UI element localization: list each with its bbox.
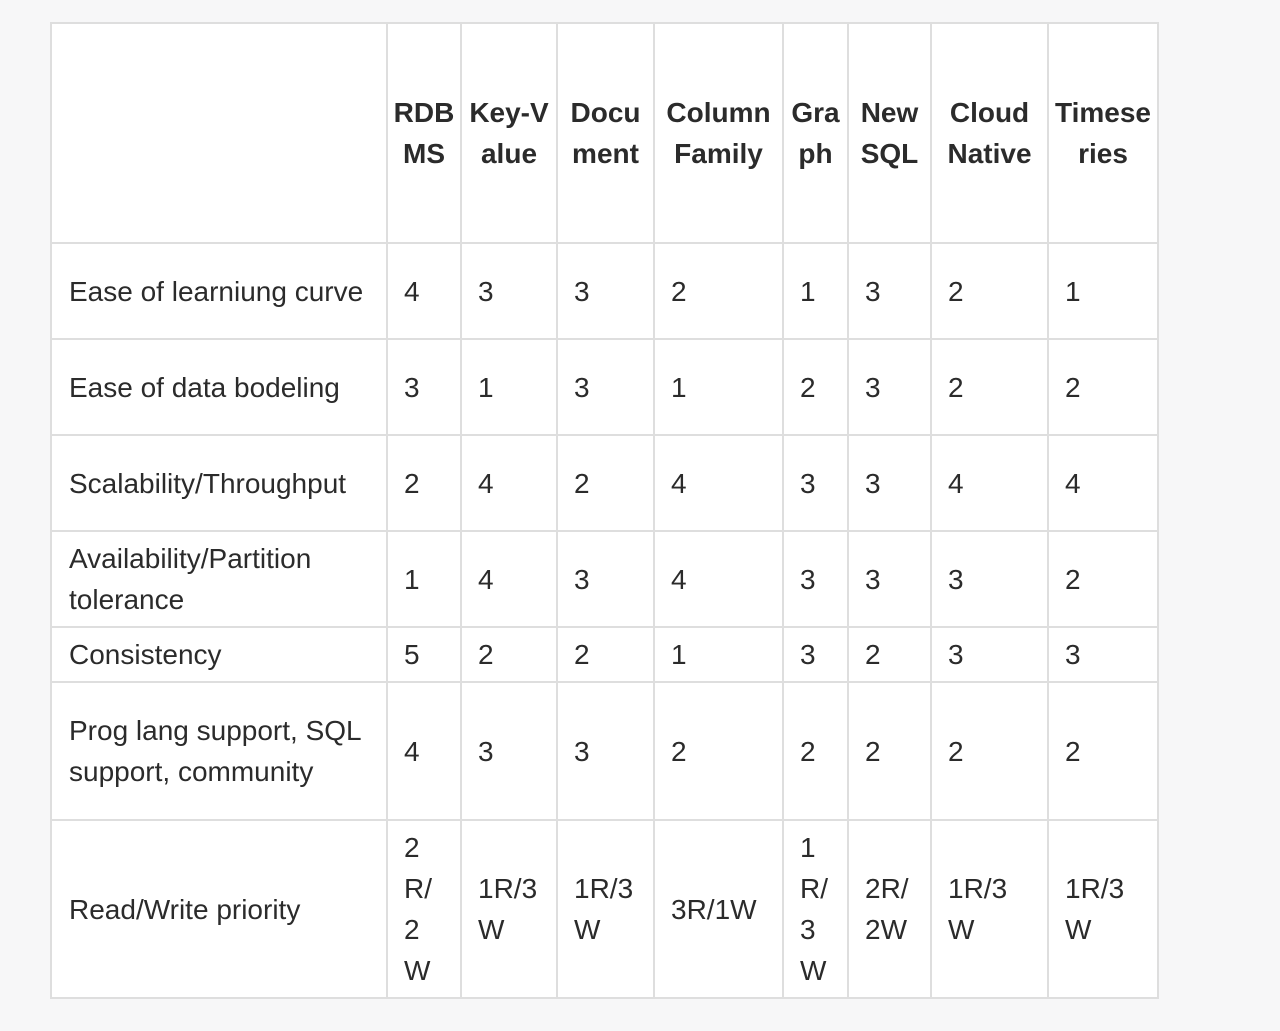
table-cell: 3 (847, 338, 932, 436)
table-row: Prog lang support, SQL support, communit… (50, 681, 1159, 821)
table-cell: 3 (782, 434, 849, 532)
column-header-newsql: NewSQL (847, 22, 932, 244)
table-cell: 2 (782, 338, 849, 436)
row-header-availability: Availability/Partition tolerance (50, 530, 388, 628)
table-cell: 2 (782, 681, 849, 821)
table-cell: 1 (653, 626, 784, 683)
table-row: Read/Write priority 2R/2W 1R/3W 1R/3W 3R… (50, 819, 1159, 999)
column-header-cloud-native: Cloud Native (930, 22, 1049, 244)
table-cell: 1 (1047, 242, 1159, 340)
table-cell: 2 (1047, 681, 1159, 821)
table-cell: 3 (556, 530, 655, 628)
row-header-read-write-priority: Read/Write priority (50, 819, 388, 999)
table-cell: 3 (1047, 626, 1159, 683)
table-cell: 4 (653, 434, 784, 532)
column-header-key-value: Key-Value (460, 22, 558, 244)
table-row: Consistency 5 2 2 1 3 2 3 3 (50, 626, 1159, 683)
row-header-consistency: Consistency (50, 626, 388, 683)
table-cell: 4 (460, 434, 558, 532)
table-cell: 2 (930, 338, 1049, 436)
header-corner-cell (50, 22, 388, 244)
table-cell: 2 (847, 626, 932, 683)
table-cell: 5 (386, 626, 462, 683)
table-cell: 4 (1047, 434, 1159, 532)
table-cell: 3 (460, 242, 558, 340)
table-cell: 3 (847, 530, 932, 628)
table-cell: 3 (460, 681, 558, 821)
table-cell: 1 (460, 338, 558, 436)
table-cell: 2 (930, 681, 1049, 821)
table-cell: 4 (930, 434, 1049, 532)
table-cell: 2 (653, 681, 784, 821)
table-cell: 1R/3W (460, 819, 558, 999)
table-cell: 3 (556, 338, 655, 436)
column-header-rdbms: RDBMS (386, 22, 462, 244)
table-cell: 2 (556, 434, 655, 532)
table-cell: 3 (556, 681, 655, 821)
table-cell: 1 (653, 338, 784, 436)
header-row: RDBMS Key-Value Document Column Family G… (50, 22, 1159, 244)
column-header-column-family: Column Family (653, 22, 784, 244)
table-cell: 2R/2W (847, 819, 932, 999)
table-cell: 3 (847, 242, 932, 340)
table-cell: 2 (653, 242, 784, 340)
table-cell: 3R/1W (653, 819, 784, 999)
comparison-table: RDBMS Key-Value Document Column Family G… (50, 22, 1159, 999)
table-cell: 4 (653, 530, 784, 628)
table-cell: 4 (386, 681, 462, 821)
table-row: Availability/Partition tolerance 1 4 3 4… (50, 530, 1159, 628)
table-cell: 3 (386, 338, 462, 436)
table-row: Ease of data bodeling 3 1 3 1 2 3 2 2 (50, 338, 1159, 436)
column-header-document: Document (556, 22, 655, 244)
table-cell: 4 (460, 530, 558, 628)
table-cell: 3 (930, 626, 1049, 683)
table-cell: 2 (460, 626, 558, 683)
table-cell: 3 (847, 434, 932, 532)
table-cell: 3 (782, 626, 849, 683)
table-cell: 3 (782, 530, 849, 628)
table-row: Ease of learniung curve 4 3 3 2 1 3 2 1 (50, 242, 1159, 340)
table-cell: 2 (1047, 338, 1159, 436)
table-cell: 2 (386, 434, 462, 532)
table-cell: 2 (556, 626, 655, 683)
table-cell: 1R/3W (1047, 819, 1159, 999)
table-cell: 1R/3W (930, 819, 1049, 999)
table-cell: 4 (386, 242, 462, 340)
table-cell: 2 (847, 681, 932, 821)
table-cell: 1R/3W (782, 819, 849, 999)
row-header-learning-curve: Ease of learniung curve (50, 242, 388, 340)
table-cell: 3 (930, 530, 1049, 628)
row-header-prog-lang-support: Prog lang support, SQL support, communit… (50, 681, 388, 821)
table-row: Scalability/Throughput 2 4 2 4 3 3 4 4 (50, 434, 1159, 532)
table-cell: 2R/2W (386, 819, 462, 999)
row-header-scalability: Scalability/Throughput (50, 434, 388, 532)
table-cell: 2 (930, 242, 1049, 340)
table-cell: 3 (556, 242, 655, 340)
table-cell: 2 (1047, 530, 1159, 628)
column-header-timeseries: Timeseries (1047, 22, 1159, 244)
table-cell: 1 (386, 530, 462, 628)
table-cell: 1 (782, 242, 849, 340)
column-header-graph: Graph (782, 22, 849, 244)
row-header-data-modeling: Ease of data bodeling (50, 338, 388, 436)
table-cell: 1R/3W (556, 819, 655, 999)
